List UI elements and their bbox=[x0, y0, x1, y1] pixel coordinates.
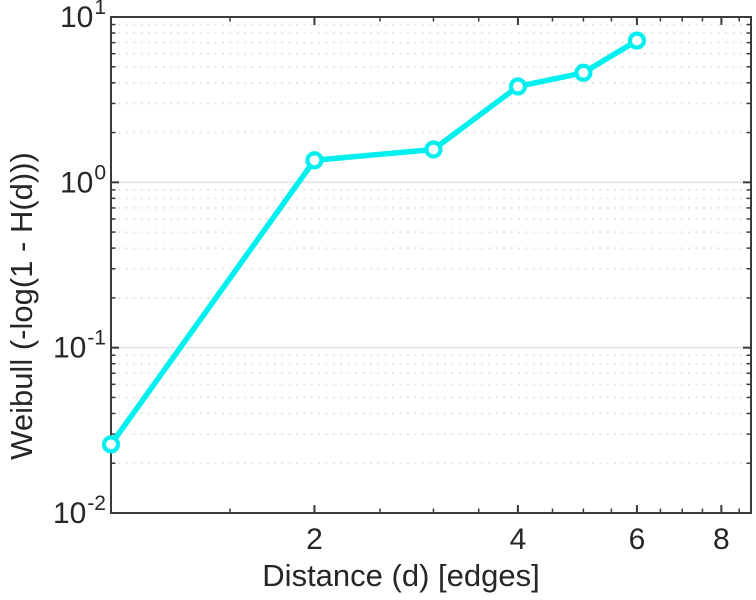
data-point-marker-d3 bbox=[424, 140, 443, 159]
y-axis-title: Weibull (-log(1 - H(d))) bbox=[4, 152, 39, 460]
x-axis-title: Distance (d) [edges] bbox=[262, 558, 540, 593]
y-tick-label: 101 bbox=[60, 0, 106, 34]
y-tick-label: 10-1 bbox=[53, 327, 106, 365]
y-tick-label: 10-2 bbox=[53, 492, 106, 530]
x-tick-label: 8 bbox=[713, 523, 730, 556]
data-point-marker-d1 bbox=[101, 435, 121, 454]
y-tick-label: 100 bbox=[60, 161, 106, 199]
x-tick-label: 2 bbox=[306, 523, 323, 556]
data-point-marker-d6 bbox=[627, 31, 647, 50]
plot-frame bbox=[110, 16, 752, 514]
data-point-marker-d5 bbox=[574, 63, 593, 82]
x-tick-label: 6 bbox=[629, 523, 646, 556]
data-point-marker-d2 bbox=[305, 151, 324, 170]
data-line bbox=[108, 37, 640, 448]
x-tick-label: 4 bbox=[510, 523, 527, 556]
data-point-marker-d4 bbox=[508, 77, 528, 96]
